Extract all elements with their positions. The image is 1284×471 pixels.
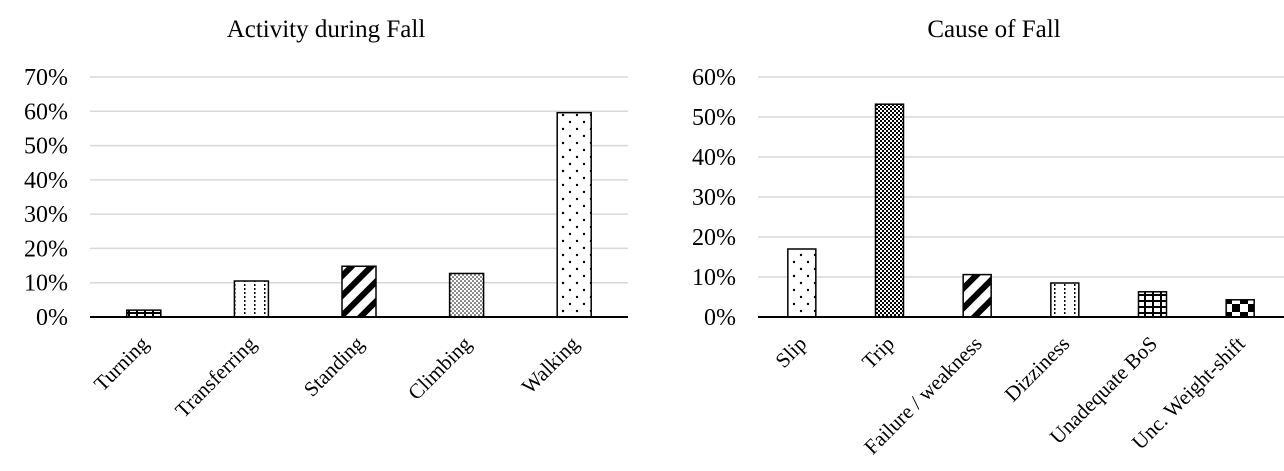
bar: [1137, 291, 1168, 318]
bar: [874, 103, 905, 318]
bar: [556, 111, 592, 318]
y-tick-label: 30%: [692, 185, 736, 211]
bar: [126, 309, 162, 318]
category-label: Turning: [89, 331, 154, 396]
y-tick-label: 40%: [692, 145, 736, 171]
category-label: Slip: [770, 332, 811, 373]
y-tick-label: 20%: [692, 225, 736, 251]
y-tick-label: 10%: [692, 265, 736, 291]
bar: [341, 265, 377, 318]
category-label: Walking: [517, 331, 584, 398]
bar: [448, 272, 485, 318]
category-label: Dizziness: [1000, 332, 1075, 407]
y-tick-label: 40%: [24, 168, 68, 194]
category-label: Transferring: [170, 331, 261, 422]
bar: [1050, 282, 1080, 318]
bar: [962, 273, 992, 318]
bar: [787, 248, 817, 318]
chart-title: Cause of Fall: [927, 16, 1060, 43]
bar: [233, 280, 270, 318]
y-tick-label: 20%: [24, 236, 68, 262]
y-tick-label: 30%: [24, 202, 68, 228]
y-tick-label: 60%: [692, 65, 736, 91]
y-tick-label: 60%: [24, 99, 68, 125]
y-tick-label: 10%: [24, 271, 68, 297]
y-tick-label: 50%: [24, 134, 68, 160]
category-label: Climbing: [403, 331, 476, 404]
category-label: Trip: [857, 332, 899, 374]
category-label: Standing: [299, 331, 369, 401]
y-tick-label: 0%: [704, 305, 736, 331]
bar: [1225, 299, 1255, 318]
y-tick-label: 70%: [24, 65, 68, 91]
y-tick-label: 0%: [36, 305, 68, 331]
y-tick-label: 50%: [692, 105, 736, 131]
chart-title: Activity during Fall: [227, 16, 426, 43]
